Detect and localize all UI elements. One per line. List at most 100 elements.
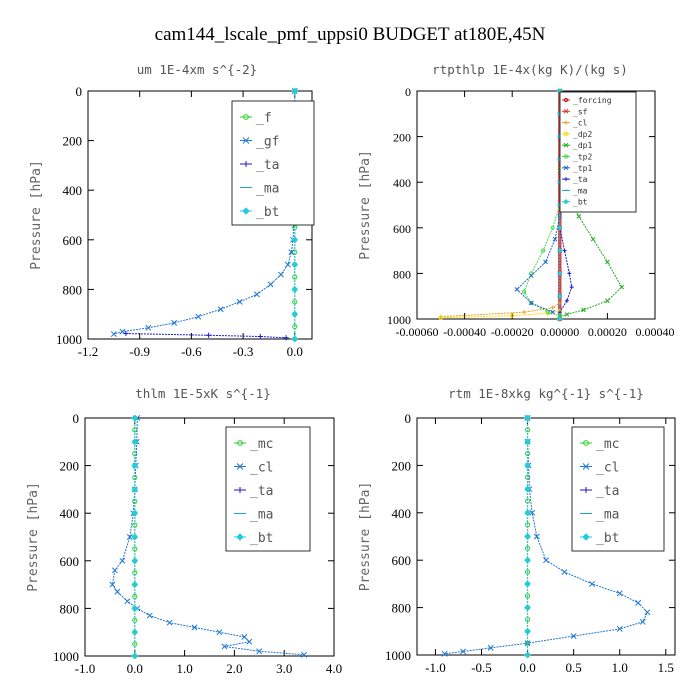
y-tick-label: 200 xyxy=(63,134,83,149)
data-point xyxy=(557,316,563,322)
data-point xyxy=(195,313,202,320)
legend-entry: _cl xyxy=(596,461,619,476)
data-point xyxy=(291,236,299,244)
data-point xyxy=(616,590,623,597)
y-axis-label: Pressure [hPa] xyxy=(358,482,373,592)
y-tick-label: 600 xyxy=(392,553,412,568)
legend-swatch-marker xyxy=(564,120,568,125)
series-line xyxy=(516,216,561,313)
legend-entry: _ta xyxy=(573,175,588,184)
data-point xyxy=(267,281,274,288)
data-point xyxy=(541,248,546,253)
series-line xyxy=(559,227,573,313)
series-line xyxy=(125,333,287,339)
legend-entry: _bt xyxy=(596,531,619,546)
data-point xyxy=(487,644,494,651)
data-point xyxy=(171,319,178,326)
data-point xyxy=(441,650,448,657)
x-tick-label: -1.0 xyxy=(75,661,96,676)
chart-panel-1: um 1E-4xm s^{-2} Pressure [hPa] 0 200 400 600… xyxy=(29,62,315,359)
legend-swatch-marker xyxy=(563,108,569,114)
data-point xyxy=(576,214,582,219)
data-point xyxy=(529,300,534,306)
legend-entry: _ma xyxy=(256,182,279,197)
data-point xyxy=(524,485,531,493)
data-point xyxy=(564,312,570,317)
data-point xyxy=(146,612,153,619)
series-bt xyxy=(524,414,531,659)
data-point xyxy=(590,236,596,242)
legend-entry: _ta xyxy=(256,158,279,173)
data-point xyxy=(114,588,121,595)
x-tick-label: 1.0 xyxy=(612,660,628,675)
legend-entry: _dp2 xyxy=(573,130,592,139)
legend-entry: _bt xyxy=(573,198,588,207)
legend-swatch-marker xyxy=(582,533,590,541)
legend-entry: _mc xyxy=(250,437,273,452)
legend-swatch-marker xyxy=(563,142,569,148)
legend-entry: _ma xyxy=(250,508,273,523)
data-point xyxy=(514,287,520,292)
y-tick-label: 0 xyxy=(73,411,80,426)
data-point xyxy=(619,284,625,290)
data-point xyxy=(301,651,308,658)
data-point xyxy=(567,271,572,276)
y-axis-label: Pressure [hPa] xyxy=(29,160,44,270)
legend-entry: _dp1 xyxy=(573,141,592,150)
series-bt xyxy=(131,414,139,660)
legend-swatch-marker xyxy=(237,440,243,446)
y-tick-label: 600 xyxy=(60,554,80,569)
data-point xyxy=(283,335,289,341)
data-point xyxy=(557,225,563,231)
legend: _mc _cl _ta _ma _bt xyxy=(225,426,311,552)
legend-entry: _ma xyxy=(573,186,588,195)
data-point xyxy=(191,624,198,631)
data-point xyxy=(131,605,139,612)
x-tick-label: -1.0 xyxy=(425,660,446,675)
legend-swatch-marker xyxy=(563,131,569,136)
data-point xyxy=(570,633,577,639)
legend-entry: _ma xyxy=(596,508,619,523)
data-point xyxy=(557,270,563,277)
data-point xyxy=(284,261,291,268)
series-line xyxy=(523,204,561,317)
legend-swatch-marker xyxy=(563,165,569,171)
data-point xyxy=(524,556,531,564)
y-tick-label: 800 xyxy=(392,601,412,616)
legend: _mc _cl _ta _ma _bt xyxy=(571,426,665,552)
x-tick-label: -0.3 xyxy=(233,344,254,359)
data-point xyxy=(550,225,555,230)
y-tick-label: 0 xyxy=(405,411,412,426)
data-point xyxy=(522,289,527,294)
legend-entry: _ta xyxy=(250,484,273,499)
legend-swatch-marker xyxy=(243,161,249,167)
x-tick-label: 3.0 xyxy=(276,661,292,676)
data-point xyxy=(543,557,549,564)
data-point xyxy=(126,534,133,540)
data-point xyxy=(616,625,623,632)
x-tick-label: 0.00020 xyxy=(588,325,627,339)
legend-swatch-marker xyxy=(582,463,590,470)
y-tick-label: 600 xyxy=(393,222,411,236)
data-point xyxy=(131,557,139,565)
data-point xyxy=(131,581,139,588)
y-tick-label: 1000 xyxy=(53,649,79,664)
data-point xyxy=(438,315,443,320)
legend-swatch-marker xyxy=(242,207,250,215)
x-tick-label: -0.00020 xyxy=(491,325,534,339)
legend-entry: _gf xyxy=(256,135,279,150)
legend-entry: _mc xyxy=(596,437,619,452)
legend-swatch-marker xyxy=(563,97,569,103)
data-point xyxy=(581,307,586,313)
x-tick-label: -0.5 xyxy=(471,660,492,675)
data-point xyxy=(510,313,515,318)
y-tick-label: 0 xyxy=(76,84,83,99)
legend-box xyxy=(559,91,637,213)
series-dp2 xyxy=(438,308,562,320)
data-point xyxy=(564,298,569,303)
data-point xyxy=(124,598,131,605)
data-point xyxy=(288,249,295,256)
y-tick-label: 1000 xyxy=(56,332,82,347)
legend-swatch-marker xyxy=(242,137,250,144)
data-point xyxy=(111,567,118,574)
